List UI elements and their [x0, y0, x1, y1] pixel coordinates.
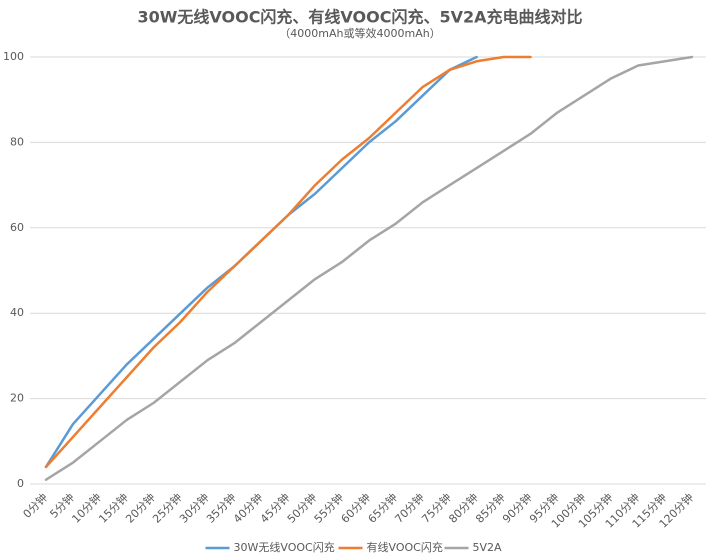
x-tick-label: 40分钟 — [230, 490, 265, 525]
series-line — [44, 55, 532, 469]
legend-label: 5V2A — [473, 541, 503, 554]
x-tick-label: 85分钟 — [472, 490, 507, 525]
series-line — [44, 55, 694, 481]
x-tick-label: 15分钟 — [96, 490, 131, 525]
x-tick-label: 60分钟 — [338, 490, 373, 525]
y-tick-label: 20 — [10, 392, 24, 405]
y-tick-label: 100 — [3, 50, 24, 63]
chart-title: 30W无线VOOC闪充、有线VOOC闪充、5V2A充电曲线对比 — [137, 8, 582, 27]
y-tick-label: 60 — [10, 221, 24, 234]
x-tick-label: 70分钟 — [392, 490, 427, 525]
x-tick-label: 55分钟 — [311, 490, 346, 525]
x-tick-label: 20分钟 — [123, 490, 158, 525]
x-tick-label: 50分钟 — [284, 490, 319, 525]
x-tick-label: 0分钟 — [20, 490, 50, 520]
series-line — [44, 55, 478, 469]
chart-subtitle: （4000mAh或等效4000mAh） — [279, 26, 440, 40]
x-tick-label: 10分钟 — [69, 490, 104, 525]
x-tick-label: 90分钟 — [499, 490, 534, 525]
x-tick-label: 30分钟 — [176, 490, 211, 525]
legend-label: 有线VOOC闪充 — [367, 540, 443, 554]
x-tick-label: 65分钟 — [365, 490, 400, 525]
y-tick-label: 0 — [17, 477, 24, 490]
x-tick-label: 35分钟 — [203, 490, 238, 525]
legend-label: 30W无线VOOC闪充 — [234, 540, 335, 554]
x-tick-label: 80分钟 — [446, 490, 481, 525]
x-tick-label: 75分钟 — [419, 490, 454, 525]
y-tick-label: 80 — [10, 135, 24, 148]
x-tick-label: 25分钟 — [149, 490, 184, 525]
y-tick-label: 40 — [10, 306, 24, 319]
x-tick-label: 45分钟 — [257, 490, 292, 525]
